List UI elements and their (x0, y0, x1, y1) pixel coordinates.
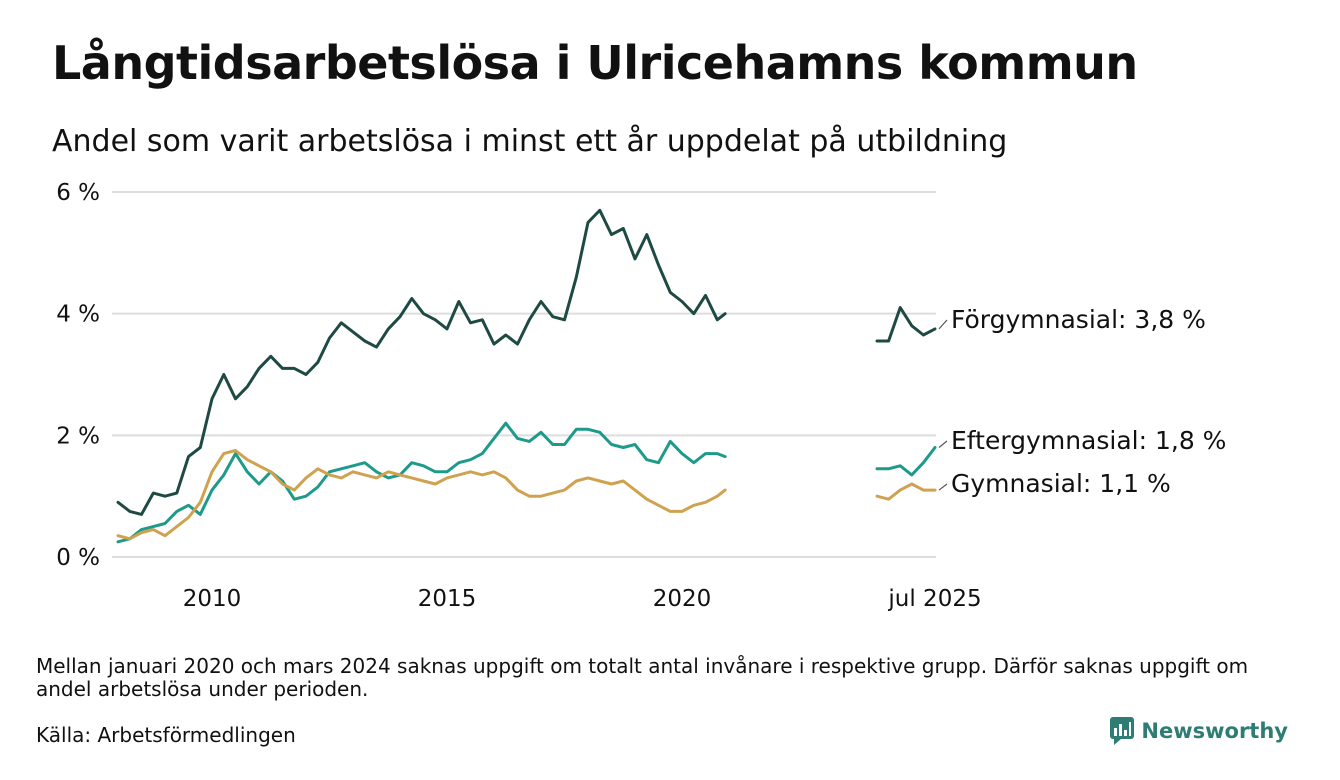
bar-chart-icon (1110, 717, 1135, 745)
series-lines (116, 208, 937, 544)
series-line-eftergymnasial (116, 421, 727, 544)
series-line-forgymnasial (116, 208, 727, 516)
brand-logo: Newsworthy (1109, 716, 1288, 746)
end-label-eftergymnasial: Eftergymnasial: 1,8 % (951, 426, 1226, 455)
source-credit: Källa: Arbetsförmedlingen (36, 723, 296, 747)
end-label-leader (938, 319, 948, 330)
brand-name: Newsworthy (1141, 719, 1288, 743)
gridlines (112, 191, 936, 558)
footnote: Mellan januari 2020 och mars 2024 saknas… (36, 654, 1249, 701)
end-label-leader (938, 440, 948, 448)
series-end-labels: Förgymnasial: 3,8 % Eftergymnasial: 1,8 %… (938, 305, 1226, 498)
x-tick-label: jul 2025 (887, 586, 981, 612)
y-tick-label: 6 % (56, 180, 100, 206)
end-label-gymnasial: Gymnasial: 1,1 % (951, 469, 1171, 498)
y-tick-label: 0 % (56, 545, 100, 571)
x-tick-label: 2020 (653, 586, 712, 612)
series-line-forgymnasial (875, 306, 937, 343)
end-label-leader (938, 483, 948, 491)
y-tick-label: 2 % (56, 423, 100, 449)
series-line-gymnasial (875, 482, 937, 501)
chart-subtitle: Andel som varit arbetslösa i minst ett å… (52, 124, 1008, 159)
x-tick-label: 2015 (418, 586, 477, 612)
series-line-gymnasial (116, 449, 727, 541)
y-tick-label: 4 % (56, 302, 100, 328)
x-tick-label: 2010 (183, 586, 242, 612)
chart-title: Långtidsarbetslösa i Ulricehamns kommun (52, 36, 1138, 90)
y-axis-ticks: 0 % 2 % 4 % 6 % (56, 180, 100, 571)
x-axis-ticks: 2010 2015 2020 jul 2025 (183, 586, 982, 612)
line-chart: 0 % 2 % 4 % 6 % 2010 2015 2020 jul 2025 Förgym… (56, 180, 1226, 612)
end-label-forgymnasial: Förgymnasial: 3,8 % (951, 305, 1206, 334)
series-line-eftergymnasial (875, 446, 937, 477)
